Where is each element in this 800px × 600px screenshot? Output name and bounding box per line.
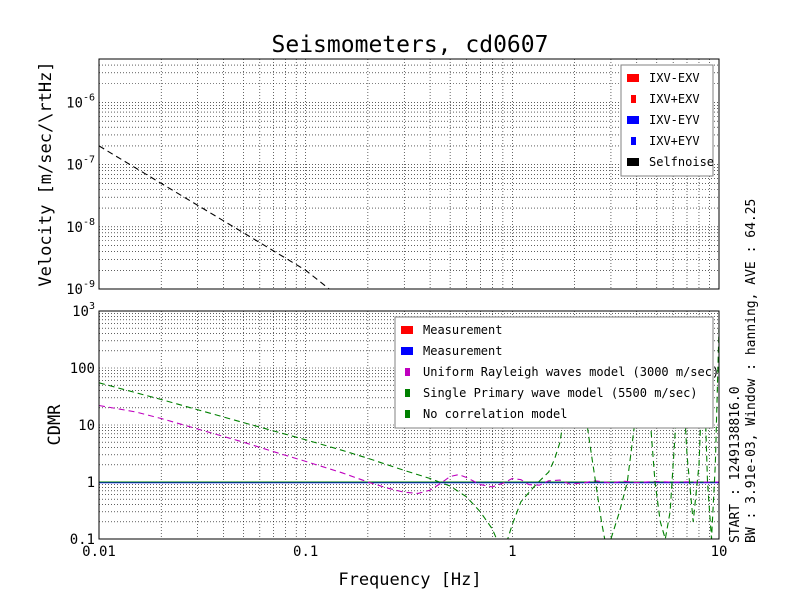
legend-swatch: [401, 347, 413, 355]
frequency-x-ticks: 0.01 0.1 1 10: [82, 544, 727, 560]
legend-entry: Single Primary wave model (5500 m/sec): [423, 386, 698, 400]
y-tick-label: 100: [70, 361, 95, 377]
x-tick-label: 0.1: [293, 544, 318, 560]
y-tick-label: 10-7: [66, 155, 95, 174]
series-selfnoise: [99, 145, 330, 289]
legend-swatch: [401, 326, 413, 334]
velocity-series: [99, 145, 330, 289]
legend-entry: No correlation model: [423, 407, 568, 421]
legend-entry: IXV-EXV: [649, 71, 700, 85]
velocity-panel: 10-610-710-810-9 Velocity [m/sec/\rtHz] …: [36, 58, 720, 298]
legend-swatch: [405, 389, 410, 397]
legend-entry: Selfnoise: [649, 155, 714, 169]
y-tick-label: 1: [87, 475, 95, 491]
y-tick-label: 0.1: [70, 532, 95, 548]
y-tick-label: 10-8: [66, 217, 95, 236]
x-tick-label: 1: [508, 544, 516, 560]
cdmr-y-ticks: 103 100 10 1 0.1: [70, 301, 95, 548]
legend-swatch: [627, 116, 639, 124]
series-uniform-rayleigh-waves-model-3000-m-sec: [99, 404, 719, 494]
velocity-y-label: Velocity [m/sec/\rtHz]: [36, 61, 56, 286]
x-tick-label: 10: [711, 544, 728, 560]
velocity-legend: IXV-EXV IXV+EXV IXV-EYV IXV+EYV Selfnoise: [620, 64, 714, 177]
legend-swatch: [405, 368, 410, 376]
legend-swatch: [627, 158, 639, 166]
legend-box: [394, 316, 714, 429]
y-tick-label: 10-6: [66, 92, 95, 111]
legend-entry: Measurement: [423, 323, 502, 337]
legend-entry: IXV-EYV: [649, 113, 700, 127]
chart-title: Seismometers, cd0607: [272, 32, 549, 58]
cdmr-legend: Measurement Measurement Uniform Rayleigh w…: [394, 316, 719, 429]
y-tick-label: 103: [72, 301, 95, 320]
side-text-params: BW : 3.91e-03, Window : hanning, AVE : 6…: [744, 199, 759, 543]
legend-entry: IXV+EXV: [649, 92, 700, 106]
y-tick-label: 10-9: [66, 279, 95, 298]
legend-entry: IXV+EYV: [649, 134, 700, 148]
legend-swatch: [627, 74, 639, 82]
side-text-start: START : 1249138816.0: [728, 386, 743, 543]
cdmr-y-label: CDMR: [45, 404, 65, 446]
frequency-x-label: Frequency [Hz]: [338, 570, 481, 590]
legend-entry: Uniform Rayleigh waves model (3000 m/sec…: [423, 365, 719, 379]
legend-entry: Measurement: [423, 344, 502, 358]
legend-swatch: [405, 410, 410, 418]
legend-swatch: [631, 95, 636, 103]
legend-swatch: [631, 137, 636, 145]
x-tick-label: 0.01: [82, 544, 116, 560]
y-tick-label: 10: [78, 418, 95, 434]
velocity-y-ticks: 10-6 10-7 10-8 10-9: [66, 92, 95, 298]
